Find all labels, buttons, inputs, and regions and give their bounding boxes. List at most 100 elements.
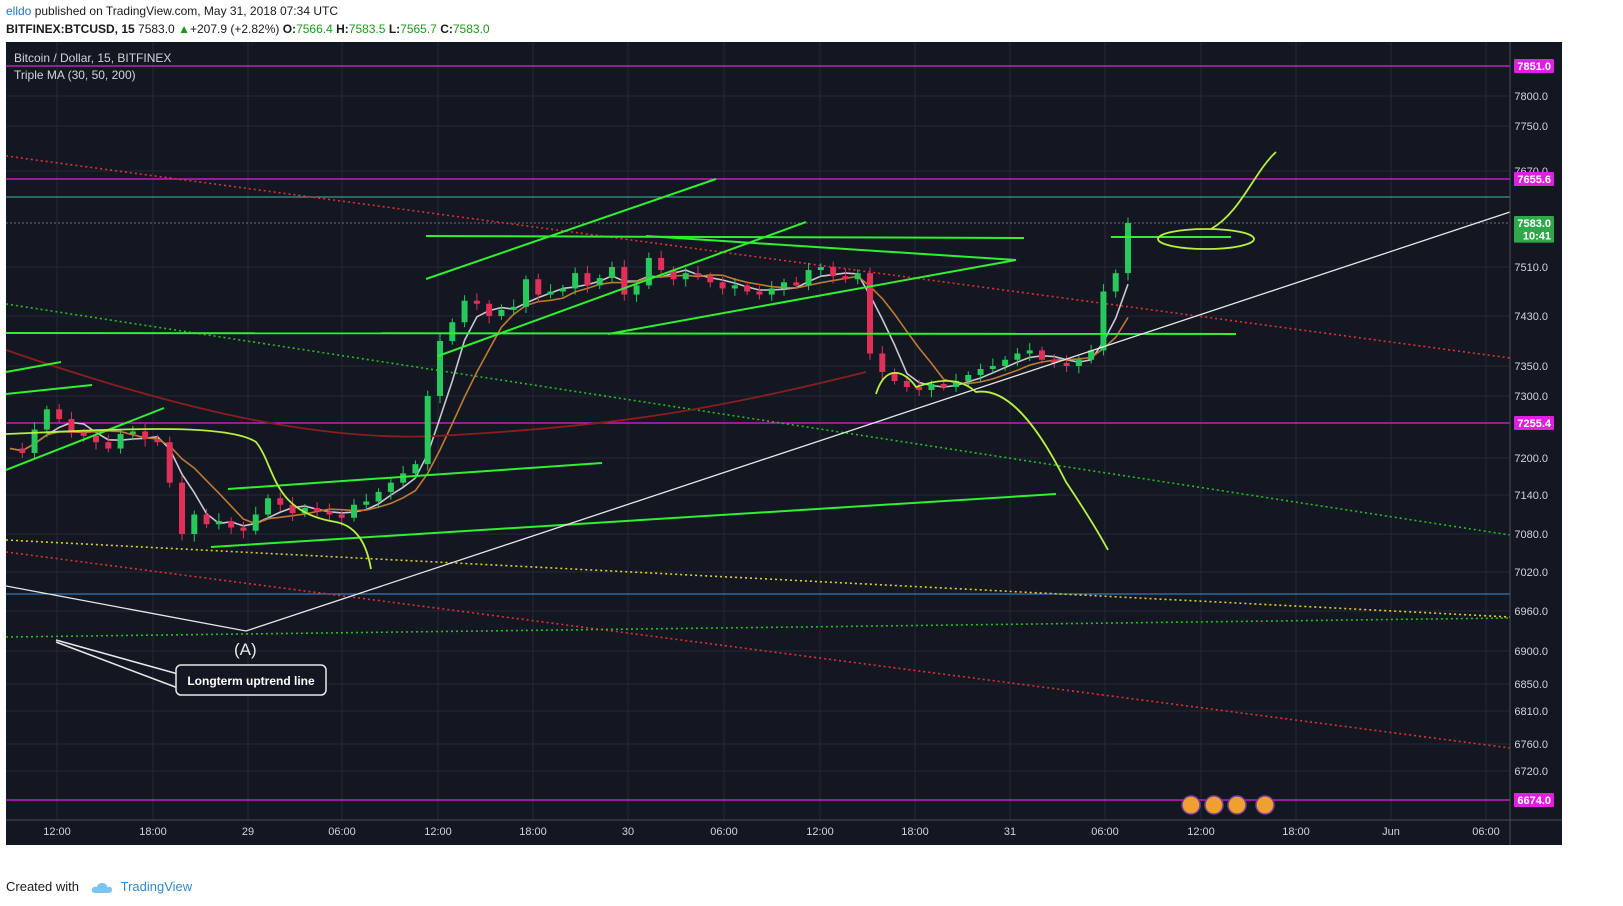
event-flag-icon[interactable]: [1255, 795, 1275, 815]
publisher-username[interactable]: elldo: [6, 4, 32, 18]
price-tag-box: [1514, 793, 1554, 807]
high-label: H:: [336, 22, 349, 36]
trend-line[interactable]: [5, 332, 1237, 335]
candle-body: [142, 431, 149, 440]
candle-body: [338, 514, 345, 518]
candle-body: [584, 273, 591, 286]
publish-text: published on TradingView.com, May 31, 20…: [31, 4, 338, 18]
candle-body: [719, 282, 726, 289]
candle-body: [1051, 359, 1058, 363]
candle-body: [768, 288, 775, 295]
candle-body: [940, 384, 947, 387]
trend-line[interactable]: [227, 462, 603, 490]
candle-body: [989, 366, 996, 369]
event-flag-icon[interactable]: [1204, 795, 1224, 815]
candle-body: [400, 473, 407, 483]
candle-body: [1002, 359, 1009, 366]
trend-line[interactable]: [5, 384, 93, 395]
dotted-yellow-line: [5, 539, 1511, 618]
candle-body: [695, 273, 701, 277]
time-tick-label: 31: [1004, 826, 1016, 838]
chart-background: [6, 42, 1562, 845]
price-tag-label: 7583.0: [1517, 218, 1551, 230]
time-tick-label: 06:00: [710, 826, 738, 838]
time-tick-label: 18:00: [1282, 826, 1310, 838]
price-tag-box: [1514, 172, 1554, 186]
price-tag-box: [1514, 416, 1554, 430]
time-tick-label: 18:00: [139, 826, 167, 838]
candle-body: [953, 381, 959, 387]
candle-body: [252, 514, 259, 531]
candle-body: [781, 282, 787, 289]
candle-body: [1063, 362, 1070, 366]
trend-line[interactable]: [210, 493, 1057, 548]
bearish-projection-curve[interactable]: [875, 372, 1109, 551]
time-tick-label: 06:00: [1472, 826, 1500, 838]
price-tick-label: 6720.0: [1514, 766, 1548, 778]
candle-body: [793, 282, 800, 286]
candle-body: [547, 291, 554, 295]
created-with-text: Created with: [6, 879, 79, 894]
candle-body: [486, 303, 493, 316]
candle-body: [105, 442, 112, 449]
candle-body: [301, 508, 308, 514]
tradingview-link[interactable]: TradingView: [120, 879, 193, 894]
price-tag-label: 7255.4: [1517, 418, 1552, 430]
candle-body: [817, 267, 824, 271]
price-tick-label: 7350.0: [1514, 361, 1548, 373]
price-tick-label: 7140.0: [1514, 490, 1548, 502]
time-axis[interactable]: 12:00 18:00 29 06:00 12:00 18:00 30 06:00 12:00 1…: [43, 826, 1500, 838]
price-tag-label: 7655.6: [1517, 174, 1551, 186]
ma-50-line: [9, 274, 1129, 525]
publish-info: elldo published on TradingView.com, May …: [6, 4, 338, 18]
tradingview-cloud-icon: [91, 882, 112, 893]
event-icons[interactable]: [1181, 795, 1275, 815]
longterm-uptrend-line[interactable]: [5, 211, 1511, 632]
chart-area[interactable]: 7800.07750.07670.07510.07430.07350.07300…: [5, 42, 1562, 845]
time-tick-label: 06:00: [328, 826, 356, 838]
time-tick-label: 30: [622, 826, 634, 838]
candle-body: [19, 448, 26, 453]
candle-body: [43, 409, 50, 430]
candle-body: [621, 267, 628, 295]
trend-line[interactable]: [437, 221, 807, 357]
footer: Created with TradingView: [6, 879, 192, 894]
time-tick-label: Jun: [1382, 826, 1400, 838]
candle-body: [154, 439, 161, 443]
highlight-ellipse[interactable]: [1157, 228, 1255, 250]
candle-body: [80, 432, 87, 436]
trend-line[interactable]: [607, 259, 1017, 335]
close-label: C:: [440, 22, 453, 36]
candle-body: [1125, 223, 1131, 274]
candle-body: [387, 482, 394, 492]
candle-body: [903, 381, 910, 387]
high-value: 7583.5: [348, 22, 386, 36]
trend-line[interactable]: [425, 178, 717, 280]
trend-line[interactable]: [5, 407, 165, 471]
event-flag-icon[interactable]: [1181, 795, 1201, 815]
price-tick-label: 6900.0: [1514, 646, 1548, 658]
candle-body: [375, 491, 382, 502]
trend-line[interactable]: [5, 361, 62, 373]
annotation-a: (A): [234, 640, 257, 659]
event-flag-icon[interactable]: [1227, 795, 1247, 815]
candle-body: [31, 429, 38, 453]
candle-body: [916, 387, 923, 390]
candle-body: [891, 372, 898, 381]
candle-body: [1026, 350, 1033, 354]
price-axis[interactable]: 7800.07750.07670.07510.07430.07350.07300…: [1514, 91, 1548, 778]
open-value: 7566.4: [296, 22, 333, 36]
candle-body: [215, 521, 222, 525]
candle-body: [1112, 273, 1119, 292]
price-tick-label: 6850.0: [1514, 679, 1548, 691]
price-tick-label: 7300.0: [1514, 391, 1548, 403]
price-tick-label: 7800.0: [1514, 91, 1548, 103]
candle-body: [609, 267, 615, 279]
last-price: 7583.0: [138, 22, 175, 36]
bullish-projection-curve[interactable]: [1210, 151, 1277, 230]
trend-line[interactable]: [645, 235, 1017, 261]
trend-line[interactable]: [425, 235, 1025, 239]
price-tick-label: 7020.0: [1514, 567, 1548, 579]
projection-curve[interactable]: [5, 428, 372, 570]
price-chart[interactable]: 7800.07750.07670.07510.07430.07350.07300…: [5, 42, 1562, 845]
